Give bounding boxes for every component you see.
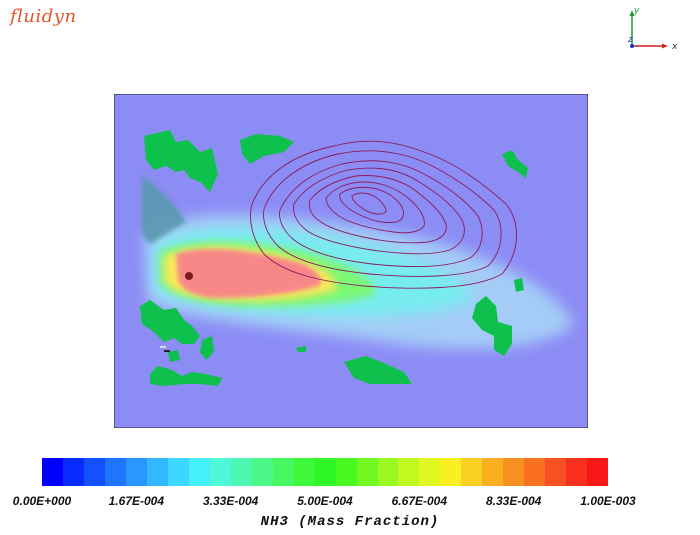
colorbar (42, 458, 609, 486)
building-marker (164, 350, 170, 352)
colorbar-swatch (377, 458, 399, 486)
colorbar-swatch (42, 458, 63, 486)
green-patch (240, 134, 294, 164)
colorbar-swatch (356, 458, 378, 486)
green-patch (514, 278, 524, 292)
colorbar-tick-label: 5.00E-004 (297, 494, 353, 508)
x-axis-label: x (671, 42, 678, 52)
colorbar-swatch (293, 458, 315, 486)
plume-core (176, 249, 321, 298)
colorbar-swatch (125, 458, 147, 486)
green-patch (200, 336, 214, 360)
colorbar-swatch (545, 458, 567, 486)
colorbar-tick-label: 1.00E-003 (580, 494, 636, 508)
colorbar-swatch (503, 458, 525, 486)
colorbar-swatch (314, 458, 336, 486)
y-axis-label: y (633, 6, 640, 16)
z-axis-dot (630, 44, 634, 48)
green-patch (472, 296, 512, 356)
green-patch (150, 366, 222, 386)
colorbar-swatch (230, 458, 252, 486)
z-axis-label: z (627, 35, 633, 45)
colorbar-swatch (566, 458, 588, 486)
colorbar-swatch (104, 458, 126, 486)
release-source-point (185, 272, 193, 280)
colorbar-swatch (272, 458, 294, 486)
colorbar-tick-label: 3.33E-004 (202, 494, 259, 508)
colorbar-swatch (188, 458, 210, 486)
colorbar-tick-label: 1.67E-004 (108, 494, 165, 508)
colorbar-tick-label: 8.33E-004 (485, 494, 542, 508)
colorbar-swatch (482, 458, 504, 486)
colorbar-tick-label: 0.00E+000 (12, 494, 72, 508)
green-patch (140, 300, 200, 344)
colorbar-ticks: 0.00E+000 1.67E-004 3.33E-004 5.00E-004 6.67… (0, 494, 700, 510)
colorbar-swatch (419, 458, 441, 486)
colorbar-swatch (398, 458, 420, 486)
colorbar-swatch (83, 458, 105, 486)
colorbar-title: NH3 (Mass Fraction) (260, 514, 440, 530)
concentration-plot (114, 94, 588, 428)
axis-triad: y x z (627, 6, 678, 52)
contour-lines (250, 140, 517, 289)
colorbar-swatch (62, 458, 84, 486)
green-patch (296, 346, 306, 352)
colorbar-swatch (524, 458, 546, 486)
colorbar-swatch (167, 458, 189, 486)
colorbar-swatch (146, 458, 168, 486)
green-patch (344, 356, 412, 384)
colorbar-swatch (440, 458, 462, 486)
green-patch (144, 130, 218, 192)
colorbar-swatch (461, 458, 483, 486)
left-wedge (142, 174, 186, 244)
colorbar-swatch (209, 458, 231, 486)
building-marker (160, 346, 166, 348)
green-patch (502, 150, 528, 178)
x-axis-arrow (662, 43, 668, 49)
green-patch (168, 350, 180, 362)
colorbar-tick-label: 6.67E-004 (391, 494, 448, 508)
fluidyn-logo: fluidyn (10, 6, 77, 27)
y-axis-arrow (629, 10, 635, 16)
colorbar-swatch (587, 458, 609, 486)
colorbar-swatch (251, 458, 273, 486)
colorbar-swatch (335, 458, 357, 486)
